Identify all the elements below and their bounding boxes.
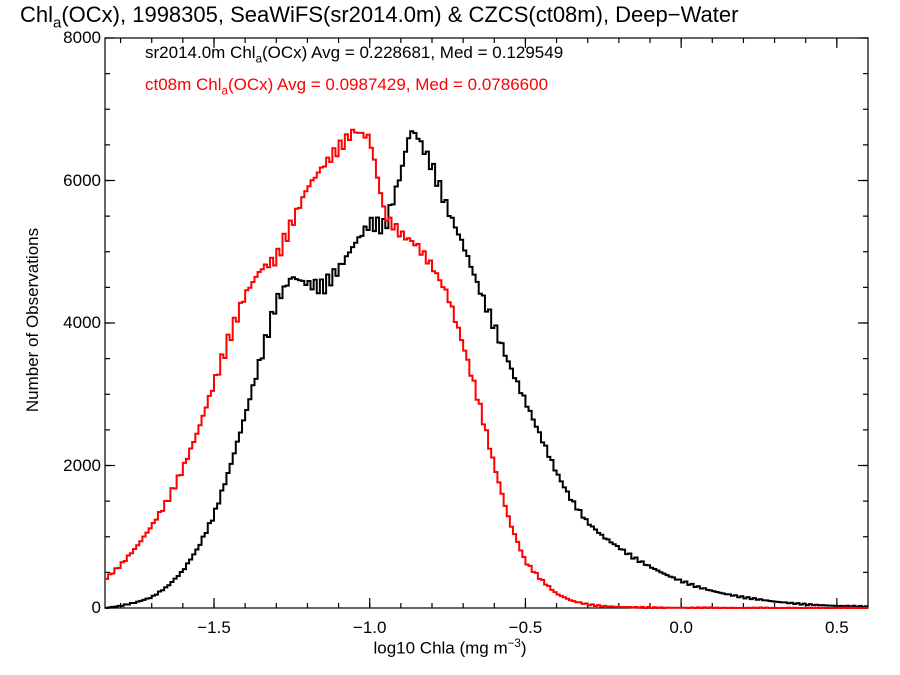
y-tick-label: 8000 (63, 28, 101, 47)
axis-ticks (105, 37, 868, 609)
y-tick-label: 0 (91, 598, 101, 617)
x-tick-label: −0.5 (508, 618, 543, 637)
chart-title: Chla(OCx), 1998305, SeaWiFS(sr2014.0m) &… (20, 2, 739, 32)
legend-entry-black: sr2014.0m Chla(OCx) Avg = 0.228681, Med … (145, 43, 564, 66)
y-tick-label: 6000 (63, 170, 101, 190)
series-layer (105, 128, 868, 609)
plot-frame (104, 37, 869, 609)
series-line-sr2014 (105, 130, 868, 609)
y-tick-label: 4000 (63, 313, 101, 332)
x-axis-label: log10 Chla (mg m−3) (373, 638, 527, 658)
legend-entry-red: ct08m Chla(OCx) Avg = 0.0987429, Med = 0… (145, 75, 549, 98)
x-tick-label: −1.5 (197, 618, 231, 637)
y-axis-label: Number of Observations (23, 227, 42, 413)
x-tick-label: 0.5 (825, 618, 849, 637)
series-line-ct08m (105, 128, 868, 609)
x-tick-label: −1.0 (352, 618, 387, 637)
y-tick-label: 2000 (63, 455, 101, 475)
x-tick-label: 0.0 (669, 618, 693, 637)
